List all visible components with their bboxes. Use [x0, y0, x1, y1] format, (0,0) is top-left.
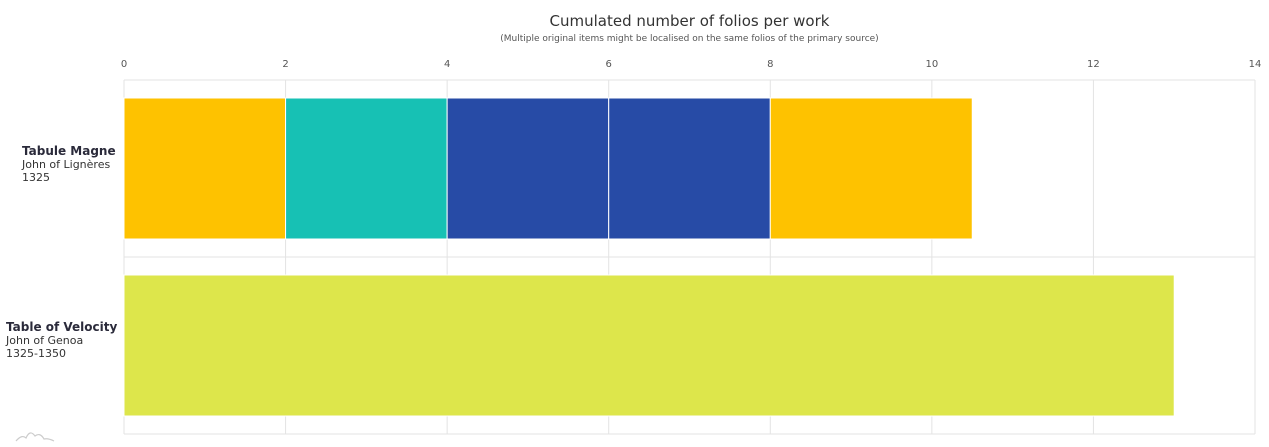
- x-tick-label: 10: [925, 59, 938, 70]
- x-tick-label: 4: [444, 59, 450, 70]
- x-tick-label: 6: [606, 59, 612, 70]
- x-tick-label: 0: [121, 59, 127, 70]
- bar-segment[interactable]: [123, 274, 1175, 417]
- bar-segment[interactable]: [123, 97, 287, 240]
- work-date: 1325: [22, 171, 50, 184]
- work-title: Table of Velocity: [6, 320, 118, 334]
- bar-segment[interactable]: [285, 97, 448, 240]
- bar-segment[interactable]: [769, 97, 973, 240]
- x-axis-ticks: 0 2 4 6 8 10 12 14: [121, 59, 1262, 70]
- x-tick-label: 12: [1087, 59, 1100, 70]
- work-author: John of Lignères: [22, 158, 111, 171]
- chart-title: Cumulated number of folios per work: [549, 12, 830, 30]
- watermark-logo: [15, 432, 55, 442]
- x-tick-label: 8: [767, 59, 773, 70]
- work-title: Tabule Magne: [22, 144, 116, 158]
- category-label-tabule-magne: Tabule Magne John of Lignères 1325: [22, 144, 118, 184]
- bar-segment[interactable]: [446, 97, 610, 240]
- x-tick-label: 2: [282, 59, 288, 70]
- category-label-table-of-velocity: Table of Velocity John of Genoa 1325-135…: [6, 320, 118, 360]
- work-author: John of Genoa: [6, 334, 84, 347]
- work-date: 1325-1350: [6, 347, 66, 360]
- chart-subtitle: (Multiple original items might be locali…: [500, 34, 879, 44]
- x-tick-label: 14: [1249, 59, 1262, 70]
- bar-segment[interactable]: [608, 97, 771, 240]
- bars: [123, 97, 1175, 417]
